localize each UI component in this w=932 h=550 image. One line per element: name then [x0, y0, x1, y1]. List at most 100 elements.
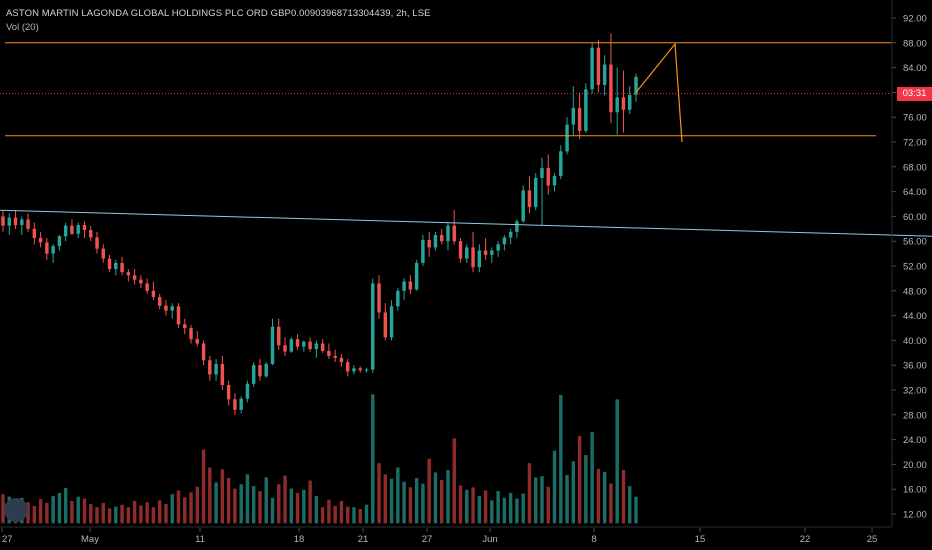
candle — [7, 213, 11, 235]
candle — [114, 259, 118, 276]
candle — [176, 303, 181, 328]
volume-bar — [277, 484, 281, 524]
volume-bar — [283, 475, 287, 524]
candle — [508, 228, 513, 245]
candle — [427, 231, 431, 257]
volume-bar — [496, 491, 500, 524]
volume-bar — [615, 399, 619, 524]
volume-bar — [471, 487, 475, 524]
volume-bar — [596, 468, 601, 524]
candle — [590, 42, 594, 94]
volume-bar — [145, 502, 149, 524]
volume-bar — [364, 504, 369, 524]
candle — [634, 73, 638, 102]
volume-bar — [333, 505, 337, 524]
x-tick-label: Jun — [482, 534, 497, 545]
candle — [170, 303, 174, 319]
volume-bar — [540, 476, 544, 524]
candle — [295, 334, 300, 350]
volume-bar — [314, 496, 319, 524]
candle — [465, 244, 469, 263]
volume-bar — [352, 507, 356, 524]
volume-bar — [358, 509, 362, 524]
candle — [220, 355, 225, 390]
y-tick-label: 72.00 — [903, 138, 927, 149]
volume-bar — [502, 497, 507, 524]
volume-bar — [245, 474, 250, 524]
volume-bar — [208, 467, 212, 524]
volume-bar — [483, 490, 488, 524]
volume-bar — [421, 483, 425, 524]
volume-bar — [239, 484, 243, 524]
volume-bar — [446, 469, 450, 524]
volume-bar — [383, 474, 388, 524]
candle — [515, 219, 519, 239]
candle — [521, 185, 525, 223]
volume-bar — [477, 496, 482, 524]
volume-bar — [533, 477, 538, 524]
candle — [20, 216, 24, 235]
volume-bar — [289, 488, 294, 524]
trendline[interactable] — [0, 209, 932, 237]
current-price-tag: 03:31 — [897, 86, 932, 101]
candle — [433, 231, 438, 251]
volume-bar — [546, 486, 550, 524]
candle — [358, 366, 362, 373]
volume-bar — [82, 498, 87, 524]
y-tick-label: 44.00 — [903, 311, 927, 322]
volume-bar — [264, 477, 268, 524]
volume-bar — [258, 491, 262, 524]
volume-bar — [465, 489, 469, 524]
candle — [402, 278, 406, 301]
y-tick-label: 88.00 — [903, 38, 927, 49]
volume-bars — [1, 394, 638, 524]
volume-bar — [45, 502, 49, 524]
volume-bar — [408, 487, 413, 524]
x-tick-label: 27 — [2, 534, 13, 545]
candle — [327, 343, 331, 359]
x-tick-label: 27 — [422, 534, 433, 545]
volume-bar — [63, 487, 68, 524]
candle — [533, 173, 538, 211]
x-tick-label: 25 — [867, 534, 878, 545]
candle — [1, 210, 5, 232]
volume-bar — [565, 474, 569, 524]
candle — [51, 244, 55, 263]
volume-bar — [414, 478, 419, 524]
volume-bar — [302, 489, 306, 524]
candle — [82, 221, 87, 239]
volume-bar — [377, 463, 381, 524]
y-tick-label: 12.00 — [903, 510, 927, 521]
candle — [320, 339, 325, 353]
candle — [139, 275, 143, 288]
candle — [596, 39, 601, 93]
volume-bar — [590, 432, 594, 524]
candle — [264, 362, 268, 378]
y-tick-label: 52.00 — [903, 262, 927, 273]
x-tick-label: 21 — [358, 534, 369, 545]
volume-bar — [214, 482, 218, 524]
candle — [552, 173, 557, 192]
y-tick-label: 16.00 — [903, 485, 927, 496]
volume-bar — [157, 500, 162, 524]
volume-bar — [571, 461, 576, 524]
volume-bar — [233, 488, 237, 524]
x-tick-label: 22 — [800, 534, 811, 545]
volume-bar — [602, 471, 607, 524]
candle — [233, 393, 237, 415]
volume-bar — [628, 486, 632, 524]
tradingview-logo-icon[interactable] — [4, 498, 28, 522]
candle — [70, 219, 74, 235]
y-tick-label: 24.00 — [903, 435, 927, 446]
volume-bar — [220, 469, 225, 524]
projection-path[interactable] — [635, 42, 683, 143]
volume-bar — [327, 499, 331, 524]
volume-indicator-label: Vol (20) — [6, 22, 39, 33]
volume-bar — [270, 497, 275, 524]
y-tick-label: 84.00 — [903, 63, 927, 74]
y-tick-label: 60.00 — [903, 212, 927, 223]
volume-bar — [295, 492, 300, 524]
candle — [208, 355, 212, 381]
volume-bar — [151, 507, 156, 524]
